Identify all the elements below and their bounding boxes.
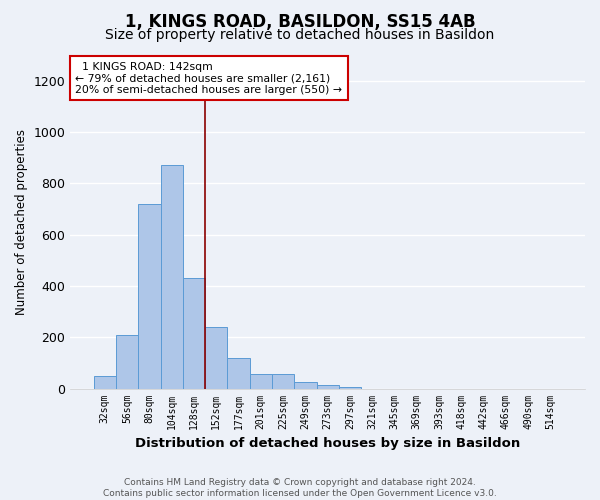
Bar xyxy=(161,166,183,388)
Text: Size of property relative to detached houses in Basildon: Size of property relative to detached ho… xyxy=(106,28,494,42)
Text: 1 KINGS ROAD: 142sqm
← 79% of detached houses are smaller (2,161)
20% of semi-de: 1 KINGS ROAD: 142sqm ← 79% of detached h… xyxy=(76,62,343,95)
Bar xyxy=(317,384,339,388)
Y-axis label: Number of detached properties: Number of detached properties xyxy=(15,129,28,315)
X-axis label: Distribution of detached houses by size in Basildon: Distribution of detached houses by size … xyxy=(135,437,520,450)
Bar xyxy=(227,358,250,388)
Bar xyxy=(183,278,205,388)
Bar xyxy=(116,334,138,388)
Bar xyxy=(205,327,227,388)
Bar xyxy=(250,374,272,388)
Bar xyxy=(272,374,294,388)
Text: 1, KINGS ROAD, BASILDON, SS15 4AB: 1, KINGS ROAD, BASILDON, SS15 4AB xyxy=(125,12,475,30)
Bar xyxy=(294,382,317,388)
Bar xyxy=(94,376,116,388)
Bar xyxy=(138,204,161,388)
Text: Contains HM Land Registry data © Crown copyright and database right 2024.
Contai: Contains HM Land Registry data © Crown c… xyxy=(103,478,497,498)
